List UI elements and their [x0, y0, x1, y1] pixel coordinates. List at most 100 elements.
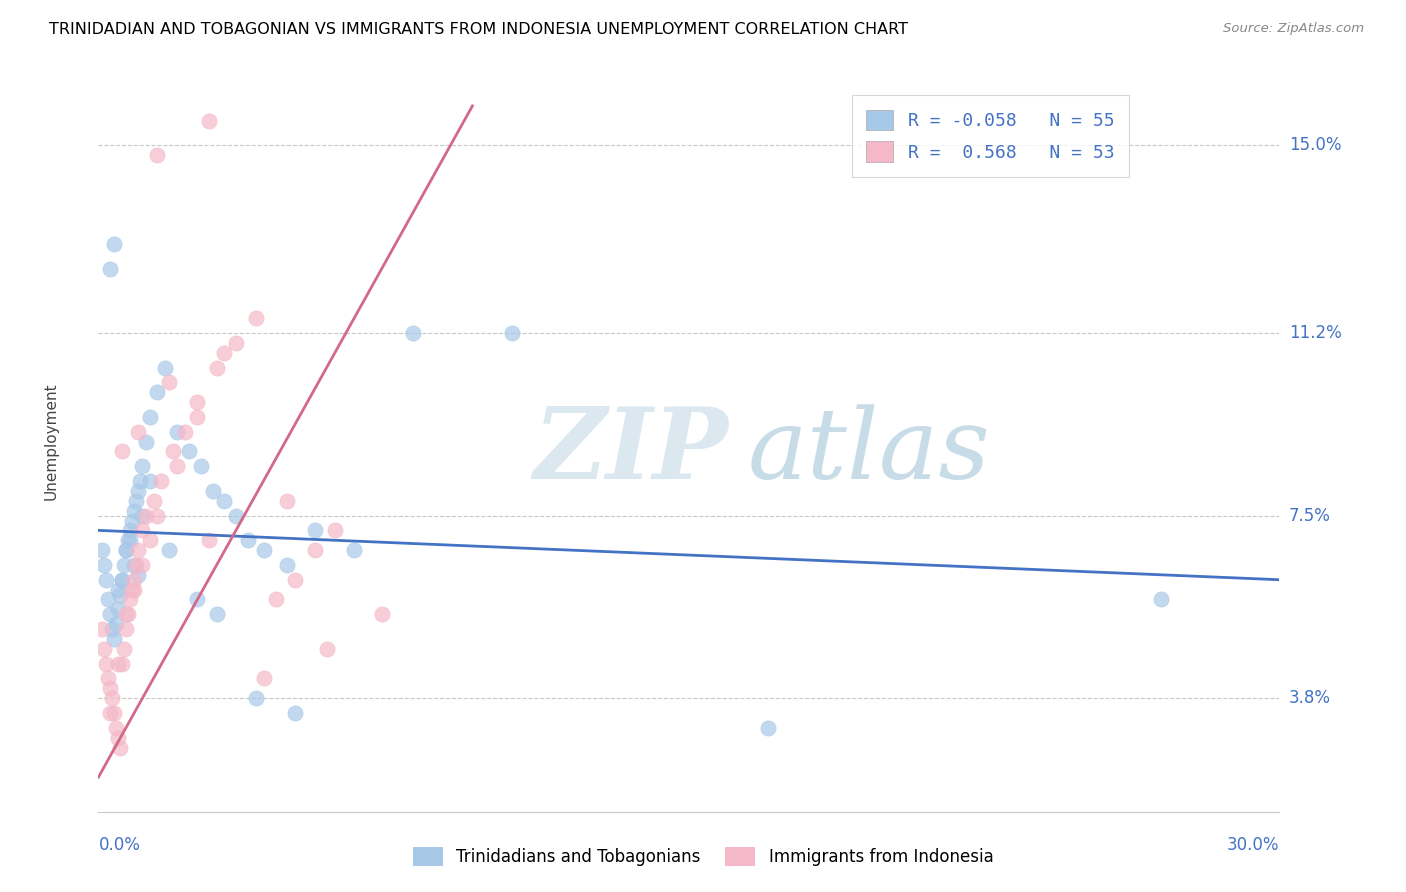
- Point: [103, 706, 125, 720]
- Text: Source: ZipAtlas.com: Source: ZipAtlas.com: [1223, 22, 1364, 36]
- Point: [146, 508, 169, 523]
- Text: 30.0%: 30.0%: [1227, 837, 1279, 855]
- Point: [174, 425, 197, 439]
- Point: [91, 622, 114, 636]
- Point: [276, 493, 298, 508]
- Point: [105, 721, 128, 735]
- Point: [253, 543, 276, 558]
- Point: [122, 558, 145, 572]
- Point: [214, 493, 236, 508]
- Point: [91, 543, 114, 558]
- Text: ZIP: ZIP: [533, 403, 728, 500]
- Point: [304, 543, 326, 558]
- Point: [98, 607, 121, 622]
- Point: [166, 425, 188, 439]
- Point: [93, 558, 115, 572]
- Point: [150, 474, 173, 488]
- Point: [146, 385, 169, 400]
- Text: 7.5%: 7.5%: [1289, 507, 1331, 524]
- Point: [127, 543, 149, 558]
- Point: [186, 395, 208, 409]
- Point: [107, 657, 129, 671]
- Point: [98, 681, 121, 696]
- Text: TRINIDADIAN AND TOBAGONIAN VS IMMIGRANTS FROM INDONESIA UNEMPLOYMENT CORRELATION: TRINIDADIAN AND TOBAGONIAN VS IMMIGRANTS…: [49, 22, 908, 37]
- Point: [177, 444, 200, 458]
- Point: [245, 311, 267, 326]
- Point: [142, 493, 165, 508]
- Point: [304, 524, 326, 538]
- Point: [501, 326, 523, 340]
- Point: [225, 508, 247, 523]
- Point: [135, 508, 157, 523]
- Point: [205, 360, 228, 375]
- Legend: R = -0.058   N = 55, R =  0.568   N = 53: R = -0.058 N = 55, R = 0.568 N = 53: [852, 95, 1129, 177]
- Point: [264, 592, 287, 607]
- Point: [253, 672, 276, 686]
- Point: [125, 558, 148, 572]
- Point: [343, 543, 366, 558]
- Text: 3.8%: 3.8%: [1289, 690, 1331, 707]
- Point: [186, 592, 208, 607]
- Legend: Trinidadians and Tobagonians, Immigrants from Indonesia: Trinidadians and Tobagonians, Immigrants…: [405, 838, 1001, 875]
- Point: [117, 607, 139, 622]
- Point: [96, 573, 118, 587]
- Point: [122, 573, 145, 587]
- Point: [197, 113, 219, 128]
- Point: [122, 503, 145, 517]
- Point: [166, 459, 188, 474]
- Point: [125, 493, 148, 508]
- Point: [315, 641, 337, 656]
- Point: [115, 543, 138, 558]
- Point: [131, 459, 153, 474]
- Point: [115, 607, 138, 622]
- Point: [138, 533, 160, 548]
- Point: [371, 607, 394, 622]
- Text: atlas: atlas: [748, 404, 991, 499]
- Point: [131, 508, 153, 523]
- Point: [107, 602, 129, 616]
- Point: [402, 326, 425, 340]
- Point: [138, 409, 160, 424]
- Point: [128, 474, 150, 488]
- Point: [107, 731, 129, 745]
- Point: [205, 607, 228, 622]
- Point: [118, 592, 141, 607]
- Text: 0.0%: 0.0%: [98, 837, 141, 855]
- Point: [121, 582, 143, 597]
- Point: [127, 425, 149, 439]
- Point: [1150, 592, 1173, 607]
- Point: [201, 483, 224, 498]
- Point: [131, 524, 153, 538]
- Point: [115, 543, 138, 558]
- Point: [103, 237, 125, 252]
- Point: [108, 740, 131, 755]
- Point: [112, 558, 135, 572]
- Point: [101, 691, 124, 706]
- Point: [108, 588, 131, 602]
- Point: [214, 345, 236, 359]
- Point: [157, 376, 180, 390]
- Point: [127, 483, 149, 498]
- Point: [105, 617, 128, 632]
- Point: [96, 657, 118, 671]
- Point: [225, 335, 247, 350]
- Point: [190, 459, 212, 474]
- Point: [111, 573, 134, 587]
- Point: [284, 573, 307, 587]
- Point: [111, 657, 134, 671]
- Point: [121, 514, 143, 528]
- Point: [276, 558, 298, 572]
- Point: [323, 524, 346, 538]
- Point: [236, 533, 259, 548]
- Point: [117, 533, 139, 548]
- Point: [186, 409, 208, 424]
- Point: [111, 573, 134, 587]
- Text: 15.0%: 15.0%: [1289, 136, 1341, 154]
- Point: [122, 582, 145, 597]
- Point: [97, 672, 120, 686]
- Point: [103, 632, 125, 646]
- Point: [101, 622, 124, 636]
- Point: [245, 691, 267, 706]
- Point: [138, 474, 160, 488]
- Point: [284, 706, 307, 720]
